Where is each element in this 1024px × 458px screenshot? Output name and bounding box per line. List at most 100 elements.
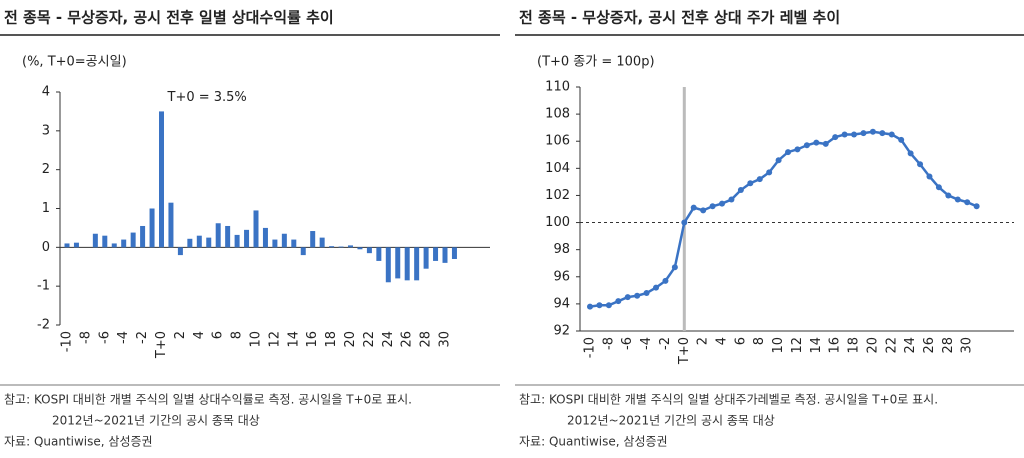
x-tick-label: -4 [116,331,131,344]
note: 2012년~2021년 기간의 공시 종목 대상 [52,414,260,428]
x-tick-label: 4 [192,331,207,339]
bar [253,210,259,248]
bar [234,234,240,248]
point [690,204,697,211]
bar [111,243,117,248]
point [813,139,820,146]
bar [177,247,183,256]
bar [451,247,457,259]
point [681,219,688,226]
bar [168,202,174,248]
bar [329,246,335,248]
bar [395,247,401,279]
note: 2012년~2021년 기간의 공시 종목 대상 [567,414,775,428]
bar [159,111,164,248]
point [869,128,876,135]
bar [319,237,325,248]
x-tick-label: 20 [343,331,358,348]
title-rule [515,34,1024,36]
bar [404,247,410,281]
x-tick-label: -10 [583,337,598,358]
point [728,196,735,203]
point [898,136,905,143]
title-rule [0,34,500,36]
y-tick-label: 4 [42,85,50,100]
point [907,150,914,157]
bar [291,239,297,248]
bar [442,247,448,263]
bar [215,223,221,248]
bar [348,245,353,248]
x-tick-label: -8 [601,337,616,350]
x-tick-label: 2 [696,337,711,345]
y-tick-label: 2 [42,162,50,177]
bar [225,225,231,248]
bar [433,247,439,261]
x-tick-label: T+0 [677,337,692,365]
x-tick-label: 10 [249,331,264,348]
point [822,140,829,147]
bar [187,238,193,248]
point [700,207,707,214]
bar [149,208,155,248]
bar [196,235,202,248]
x-tick-label: 8 [230,331,245,339]
point [756,176,763,183]
bar [414,247,420,281]
x-tick-label: 26 [400,331,415,348]
x-tick-label: 26 [922,337,937,354]
point [596,302,603,309]
point [719,200,726,207]
point [879,130,886,137]
x-tick-label: 24 [381,331,396,348]
bar [140,225,146,248]
bar [310,231,316,248]
y-tick-label: 100 [545,215,570,230]
x-tick-label: 4 [715,337,730,345]
bar [338,246,344,248]
x-tick-label: 18 [847,337,862,354]
x-tick-label: 10 [771,337,786,354]
unit-label: (T+0 종가 = 100p) [537,55,655,70]
point [917,161,924,168]
x-tick-label: 30 [438,331,453,348]
point [832,134,839,141]
bar [281,233,287,248]
y-tick-label: 0 [42,240,50,255]
point [851,131,858,138]
x-tick-label: T+0 [154,331,169,359]
y-tick-label: 108 [545,107,570,122]
y-tick-label: 98 [553,242,570,257]
bar [102,235,108,248]
y-tick-label: 3 [42,123,50,138]
y-tick-label: 104 [545,161,570,176]
x-tick-label: 22 [362,331,377,348]
y-tick-label: 106 [545,134,570,149]
bar [206,237,212,248]
annotation: T+0 = 3.5% [167,90,247,105]
point [935,184,942,191]
y-tick-label: -2 [37,318,50,333]
point [709,203,716,210]
note: 참고: KOSPI 대비한 개별 주식의 일별 상대수익률로 측정. 공시일을 … [4,393,412,407]
point [775,157,782,164]
y-tick-label: -1 [37,279,50,294]
x-tick-label: 30 [960,337,975,354]
note: 자료: Quantiwise, 삼성증권 [519,435,668,449]
x-tick-label: 12 [267,331,282,348]
bar [121,239,127,248]
x-tick-label: -2 [135,331,150,344]
bar [92,233,98,248]
x-tick-label: -8 [78,331,93,344]
point [662,277,669,284]
x-tick-label: 6 [733,337,748,345]
point [954,196,961,203]
point [653,284,660,291]
y-tick-label: 1 [42,201,50,216]
point [794,146,801,153]
bar [300,247,306,256]
x-tick-label: -6 [97,331,112,344]
y-tick-label: 110 [545,80,570,95]
bar [385,247,391,283]
point [926,173,933,180]
